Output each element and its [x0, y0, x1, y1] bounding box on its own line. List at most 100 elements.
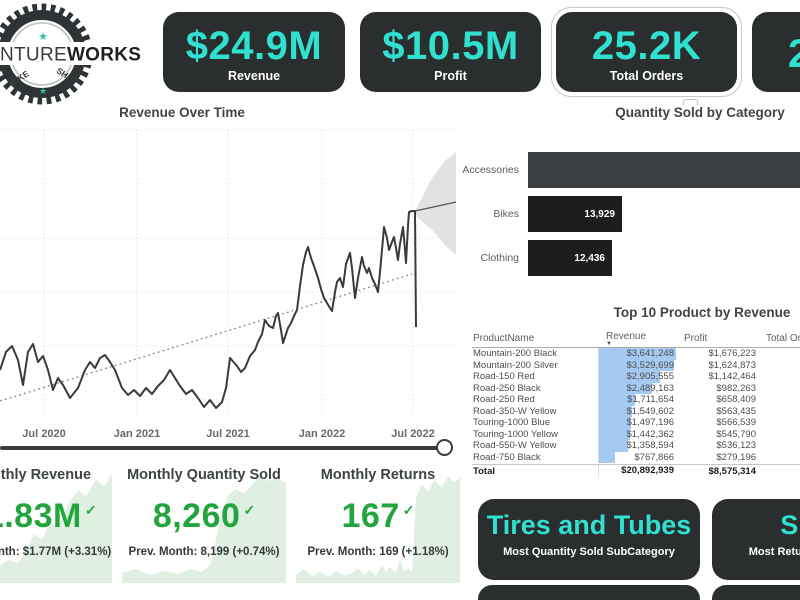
product-name-cell: Mountain-200 Black [473, 348, 557, 360]
x-tick: Jul 2020 [22, 428, 66, 440]
category-bar-row[interactable]: Clothing 12,436 [440, 240, 800, 276]
product-name-cell: Touring-1000 Blue [473, 417, 551, 429]
x-axis-labels: Jul 2020 Jan 2021 Jul 2021 Jan 2022 Jul … [0, 428, 456, 442]
table-row[interactable]: Mountain-200 Silver $3,529,699 $1,624,873 [472, 359, 800, 371]
category-label: Accessories [462, 164, 519, 176]
profit-cell: $1,624,873 [708, 359, 756, 371]
table-row[interactable]: Road-250 Red $1,711,654 $658,409 [472, 394, 800, 406]
table-row[interactable]: Road-750 Black $767,866 $279,196 [472, 451, 800, 463]
profit-cell: $545,790 [716, 428, 756, 440]
kpi-card-partial[interactable]: 2 [752, 12, 800, 92]
revenue-cell: $3,529,699 [598, 359, 676, 371]
product-table-title: Top 10 Product by Revenue [613, 305, 791, 320]
profit-cell: $1,676,223 [708, 348, 756, 360]
revenue-chart-title: Revenue Over Time [119, 105, 245, 120]
category-bar[interactable]: 13,929 [528, 196, 622, 232]
profit-cell: $982,263 [716, 382, 756, 394]
profit-cell: $566,539 [716, 417, 756, 429]
date-range-slider[interactable] [0, 446, 444, 450]
product-table: ProductName Revenue ▼ Profit Total Or Mo… [472, 329, 800, 477]
star-icon: ★ [39, 86, 47, 96]
partial-card[interactable] [478, 585, 700, 600]
card-value: 8,260 [152, 497, 241, 535]
profit-cell: $658,409 [716, 394, 756, 406]
category-bar-row[interactable]: Accessories [440, 152, 800, 188]
table-row[interactable]: Road-350-W Yellow $1,549,602 $563,435 [472, 405, 800, 417]
kpi-card-profit[interactable]: $10.5M Profit [360, 12, 541, 92]
total-profit: $8,575,314 [708, 465, 756, 477]
revenue-cell: $1,549,602 [598, 405, 676, 417]
gridlines [0, 129, 456, 418]
column-header-revenue[interactable]: Revenue ▼ [598, 331, 676, 347]
category-bar-row[interactable]: Bikes 13,929 [440, 196, 800, 232]
most-returned-subcategory-card[interactable]: Shorts Most Returned SubCategory [712, 499, 800, 580]
x-tick: Jan 2021 [113, 428, 161, 440]
table-row[interactable]: Road-250 Black $2,489,163 $982,263 [472, 382, 800, 394]
revenue-data-bar [599, 394, 636, 406]
revenue-cell: $1,711,654 [598, 394, 676, 406]
revenue-line-chart[interactable] [0, 126, 456, 426]
revenue-data-bar [599, 428, 630, 440]
quantity-sparkline [122, 475, 286, 583]
revenue-line [0, 210, 417, 409]
table-row[interactable]: Road-550-W Yellow $1,358,594 $536,123 [472, 440, 800, 452]
brand-name: NTUREWORKS [0, 45, 141, 66]
product-name-cell: Road-550-W Yellow [473, 440, 557, 452]
kpi-label: Profit [434, 68, 467, 83]
column-header-profit[interactable]: Profit [684, 332, 708, 344]
product-name-cell: Mountain-200 Silver [473, 359, 558, 371]
category-chart-title: Quantity Sold by Category [615, 105, 785, 120]
monthly-returns-card[interactable]: Monthly Returns 167 ✓ Prev. Month: 169 (+… [296, 462, 460, 583]
table-row[interactable]: Mountain-200 Black $3,641,248 $1,676,223 [472, 348, 800, 360]
product-name-cell: Road-150 Red [473, 371, 535, 383]
revenue-data-bar [599, 348, 676, 360]
card-label: Most Quantity Sold SubCategory [503, 545, 675, 558]
brand-logo: NTUREWORKS ★ BIKE SHOP ★ [0, 3, 148, 105]
card-value: 167 [341, 497, 400, 535]
forecast-line [414, 201, 456, 212]
category-bar[interactable]: 12,436 [528, 240, 612, 276]
revenue-data-bar [599, 359, 674, 371]
x-tick: Jul 2021 [206, 428, 250, 440]
revenue-cell: $2,905,555 [598, 371, 676, 383]
revenue-cell: $1,442,362 [598, 428, 676, 440]
product-table-body: Mountain-200 Black $3,641,248 $1,676,223 Mo… [472, 348, 800, 463]
monthly-revenue-card[interactable]: Monthly Revenue $1.83M✓ Prev. Month: $1.… [0, 462, 112, 583]
column-header-productname[interactable]: ProductName [473, 332, 535, 344]
slider-handle[interactable] [436, 439, 453, 456]
card-title: Monthly Returns [320, 467, 436, 483]
table-row[interactable]: Touring-1000 Blue $1,497,196 $566,539 [472, 417, 800, 429]
table-header-row[interactable]: ProductName Revenue ▼ Profit Total Or [472, 329, 800, 348]
sort-descending-icon: ▼ [606, 340, 612, 347]
kpi-card-revenue[interactable]: $24.9M Revenue [163, 12, 345, 92]
revenue-cell: $1,358,594 [598, 440, 676, 452]
profit-cell: $563,435 [716, 405, 756, 417]
category-bar[interactable] [528, 152, 800, 188]
table-row[interactable]: Touring-1000 Yellow $1,442,362 $545,790 [472, 428, 800, 440]
kpi-card-total-orders[interactable]: 25.2K Total Orders [551, 7, 742, 97]
check-icon: ✓ [243, 502, 256, 518]
product-name-cell: Touring-1000 Yellow [473, 428, 559, 440]
revenue-cell: $1,497,196 [598, 417, 676, 429]
kpi-value: 2 [788, 32, 800, 76]
check-icon: ✓ [402, 502, 415, 518]
total-label: Total [473, 465, 495, 477]
revenue-data-bar [599, 451, 616, 463]
revenue-cell: $2,489,163 [598, 382, 676, 394]
most-quantity-subcategory-card[interactable]: Tires and Tubes Most Quantity Sold SubCa… [478, 499, 700, 580]
total-revenue: $20,892,939 [598, 465, 676, 477]
product-name-cell: Road-750 Black [473, 451, 541, 463]
card-subtitle: Prev. Month: $1.77M (+3.31%) [0, 546, 112, 558]
kpi-value: 25.2K [591, 23, 702, 68]
visual-options-icon[interactable] [683, 99, 698, 105]
table-row[interactable]: Road-150 Red $2,905,555 $1,142,464 [472, 371, 800, 383]
product-name-cell: Road-250 Black [473, 382, 541, 394]
category-label: Clothing [480, 252, 519, 264]
kpi-value: $24.9M [185, 23, 323, 68]
x-tick: Jan 2022 [298, 428, 346, 440]
monthly-quantity-card[interactable]: Monthly Quantity Sold 8,260 ✓ Prev. Month… [122, 462, 286, 583]
column-header-totalorders[interactable]: Total Or [766, 332, 800, 344]
profit-cell: $536,123 [716, 440, 756, 452]
partial-card[interactable] [712, 585, 800, 600]
card-title: Monthly Revenue [0, 467, 92, 483]
